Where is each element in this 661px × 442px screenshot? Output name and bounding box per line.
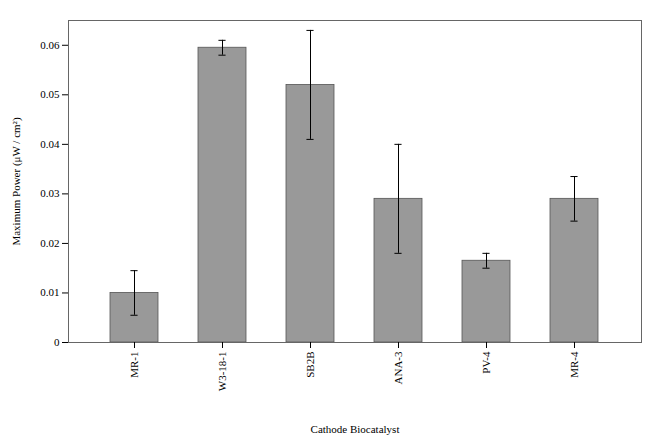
svg-text:Cathode Biocatalyst: Cathode Biocatalyst <box>311 423 400 435</box>
svg-text:0: 0 <box>54 336 60 348</box>
svg-text:Maximum Power (μW / cm²): Maximum Power (μW / cm²) <box>10 117 23 245</box>
svg-text:PV-4: PV-4 <box>480 351 492 374</box>
svg-text:W3-18-1: W3-18-1 <box>216 352 228 392</box>
svg-text:0.01: 0.01 <box>40 286 59 298</box>
svg-text:MR-4: MR-4 <box>568 351 580 378</box>
svg-text:0.03: 0.03 <box>40 187 60 199</box>
svg-text:0.04: 0.04 <box>40 138 60 150</box>
svg-text:0.06: 0.06 <box>40 39 60 51</box>
svg-text:MR-1: MR-1 <box>128 352 140 378</box>
svg-text:0.02: 0.02 <box>40 237 59 249</box>
svg-text:0.05: 0.05 <box>40 88 60 100</box>
svg-text:ANA-3: ANA-3 <box>392 351 404 384</box>
svg-text:SB2B: SB2B <box>304 352 316 378</box>
